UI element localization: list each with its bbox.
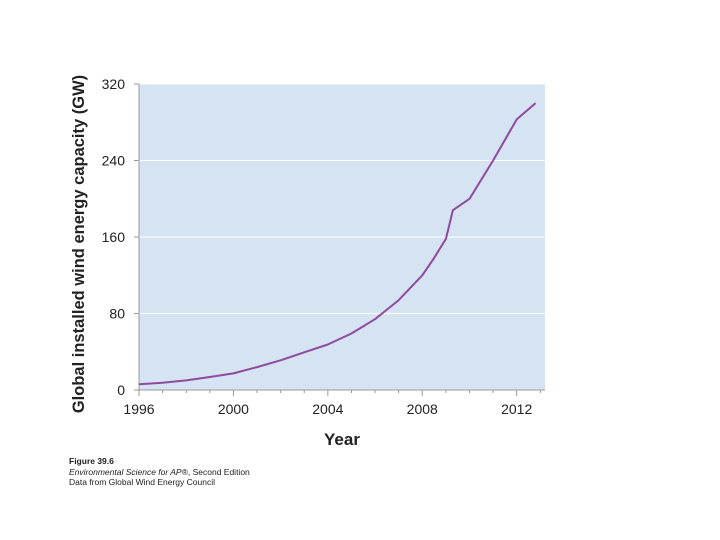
- y-tick-label: 320: [102, 76, 126, 92]
- y-tick-label: 0: [117, 382, 125, 398]
- x-tick-label: 1996: [123, 401, 154, 417]
- y-tick-label: 240: [102, 153, 126, 169]
- y-tick-label: 80: [109, 306, 125, 322]
- x-axis-ticks: 1996 2000 2004 2008 2012: [123, 390, 541, 417]
- figure-caption: Figure 39.6 Environmental Science for AP…: [69, 456, 250, 488]
- x-tick-label: 2000: [218, 401, 249, 417]
- x-tick-label: 2012: [501, 401, 532, 417]
- data-source: Data from Global Wind Energy Council: [69, 477, 215, 487]
- grid-lines: [139, 83, 545, 314]
- figure-number: Figure 39.6: [69, 456, 114, 466]
- y-tick-label: 160: [102, 229, 126, 245]
- book-edition: , Second Edition: [187, 466, 250, 477]
- book-title: Environmental Science for AP®: [69, 466, 188, 477]
- book-reference: Environmental Science for AP®, Second Ed…: [69, 467, 250, 478]
- x-tick-label: 2008: [407, 401, 438, 417]
- series-line: [138, 102, 537, 386]
- y-axis-title: Global installed wind energy capacity (G…: [70, 75, 88, 413]
- x-axis-title: Year: [324, 430, 360, 449]
- x-tick-label: 2004: [312, 401, 343, 417]
- y-axis-ticks: 0 80 160 240 320: [102, 76, 139, 398]
